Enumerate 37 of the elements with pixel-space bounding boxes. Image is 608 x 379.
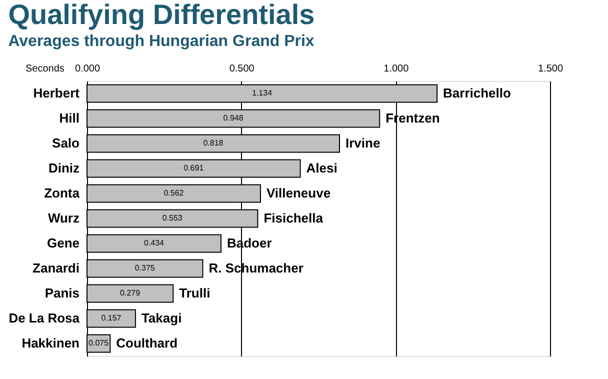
data-label: 0.075 <box>88 338 110 348</box>
y-tick-label: Salo <box>52 136 80 150</box>
annotation: Takagi <box>141 310 182 326</box>
y-tick-label: Zanardi <box>32 260 80 276</box>
data-label: 0.818 <box>203 138 224 148</box>
x-tick-label: 0.000 <box>74 64 100 74</box>
x-tick-label: 1.000 <box>384 64 410 74</box>
chart-subtitle: Averages through Hungarian Grand Prix <box>8 33 314 50</box>
data-label: 0.434 <box>144 238 165 248</box>
data-label: 0.691 <box>184 164 204 172</box>
x-axis-title: Seconds <box>26 64 64 74</box>
data-label: 0.948 <box>223 114 244 122</box>
y-tick-label: Hill <box>59 110 80 126</box>
y-tick-label: Diniz <box>48 160 80 176</box>
data-label: 0.553 <box>162 214 183 222</box>
data-label: 1.134 <box>252 88 273 98</box>
data-label: 0.157 <box>101 314 122 322</box>
annotation: Irvine <box>345 136 380 150</box>
y-tick-label: Hakkinen <box>22 336 80 350</box>
x-tick-label: 1.500 <box>538 64 564 74</box>
data-label: 0.375 <box>134 264 156 272</box>
y-tick-label: Zonta <box>44 186 80 200</box>
data-label: 0.562 <box>164 188 184 198</box>
annotation: Fisichella <box>264 210 324 226</box>
y-tick-label: De La Rosa <box>8 310 80 326</box>
chart-title: Qualifying Differentials <box>8 0 315 30</box>
x-tick-label: 0.500 <box>229 64 255 74</box>
annotation: Coulthard <box>116 336 178 350</box>
annotation: Villeneuve <box>266 186 331 200</box>
annotation: Alesi <box>306 160 338 176</box>
y-tick-label: Wurz <box>48 210 80 226</box>
annotation: Barrichello <box>443 86 511 100</box>
y-tick-label: Herbert <box>33 86 80 100</box>
data-label: 0.279 <box>120 288 141 298</box>
y-tick-label: Gene <box>46 236 80 250</box>
annotation: Trulli <box>179 286 210 300</box>
y-tick-label: Panis <box>44 286 80 300</box>
